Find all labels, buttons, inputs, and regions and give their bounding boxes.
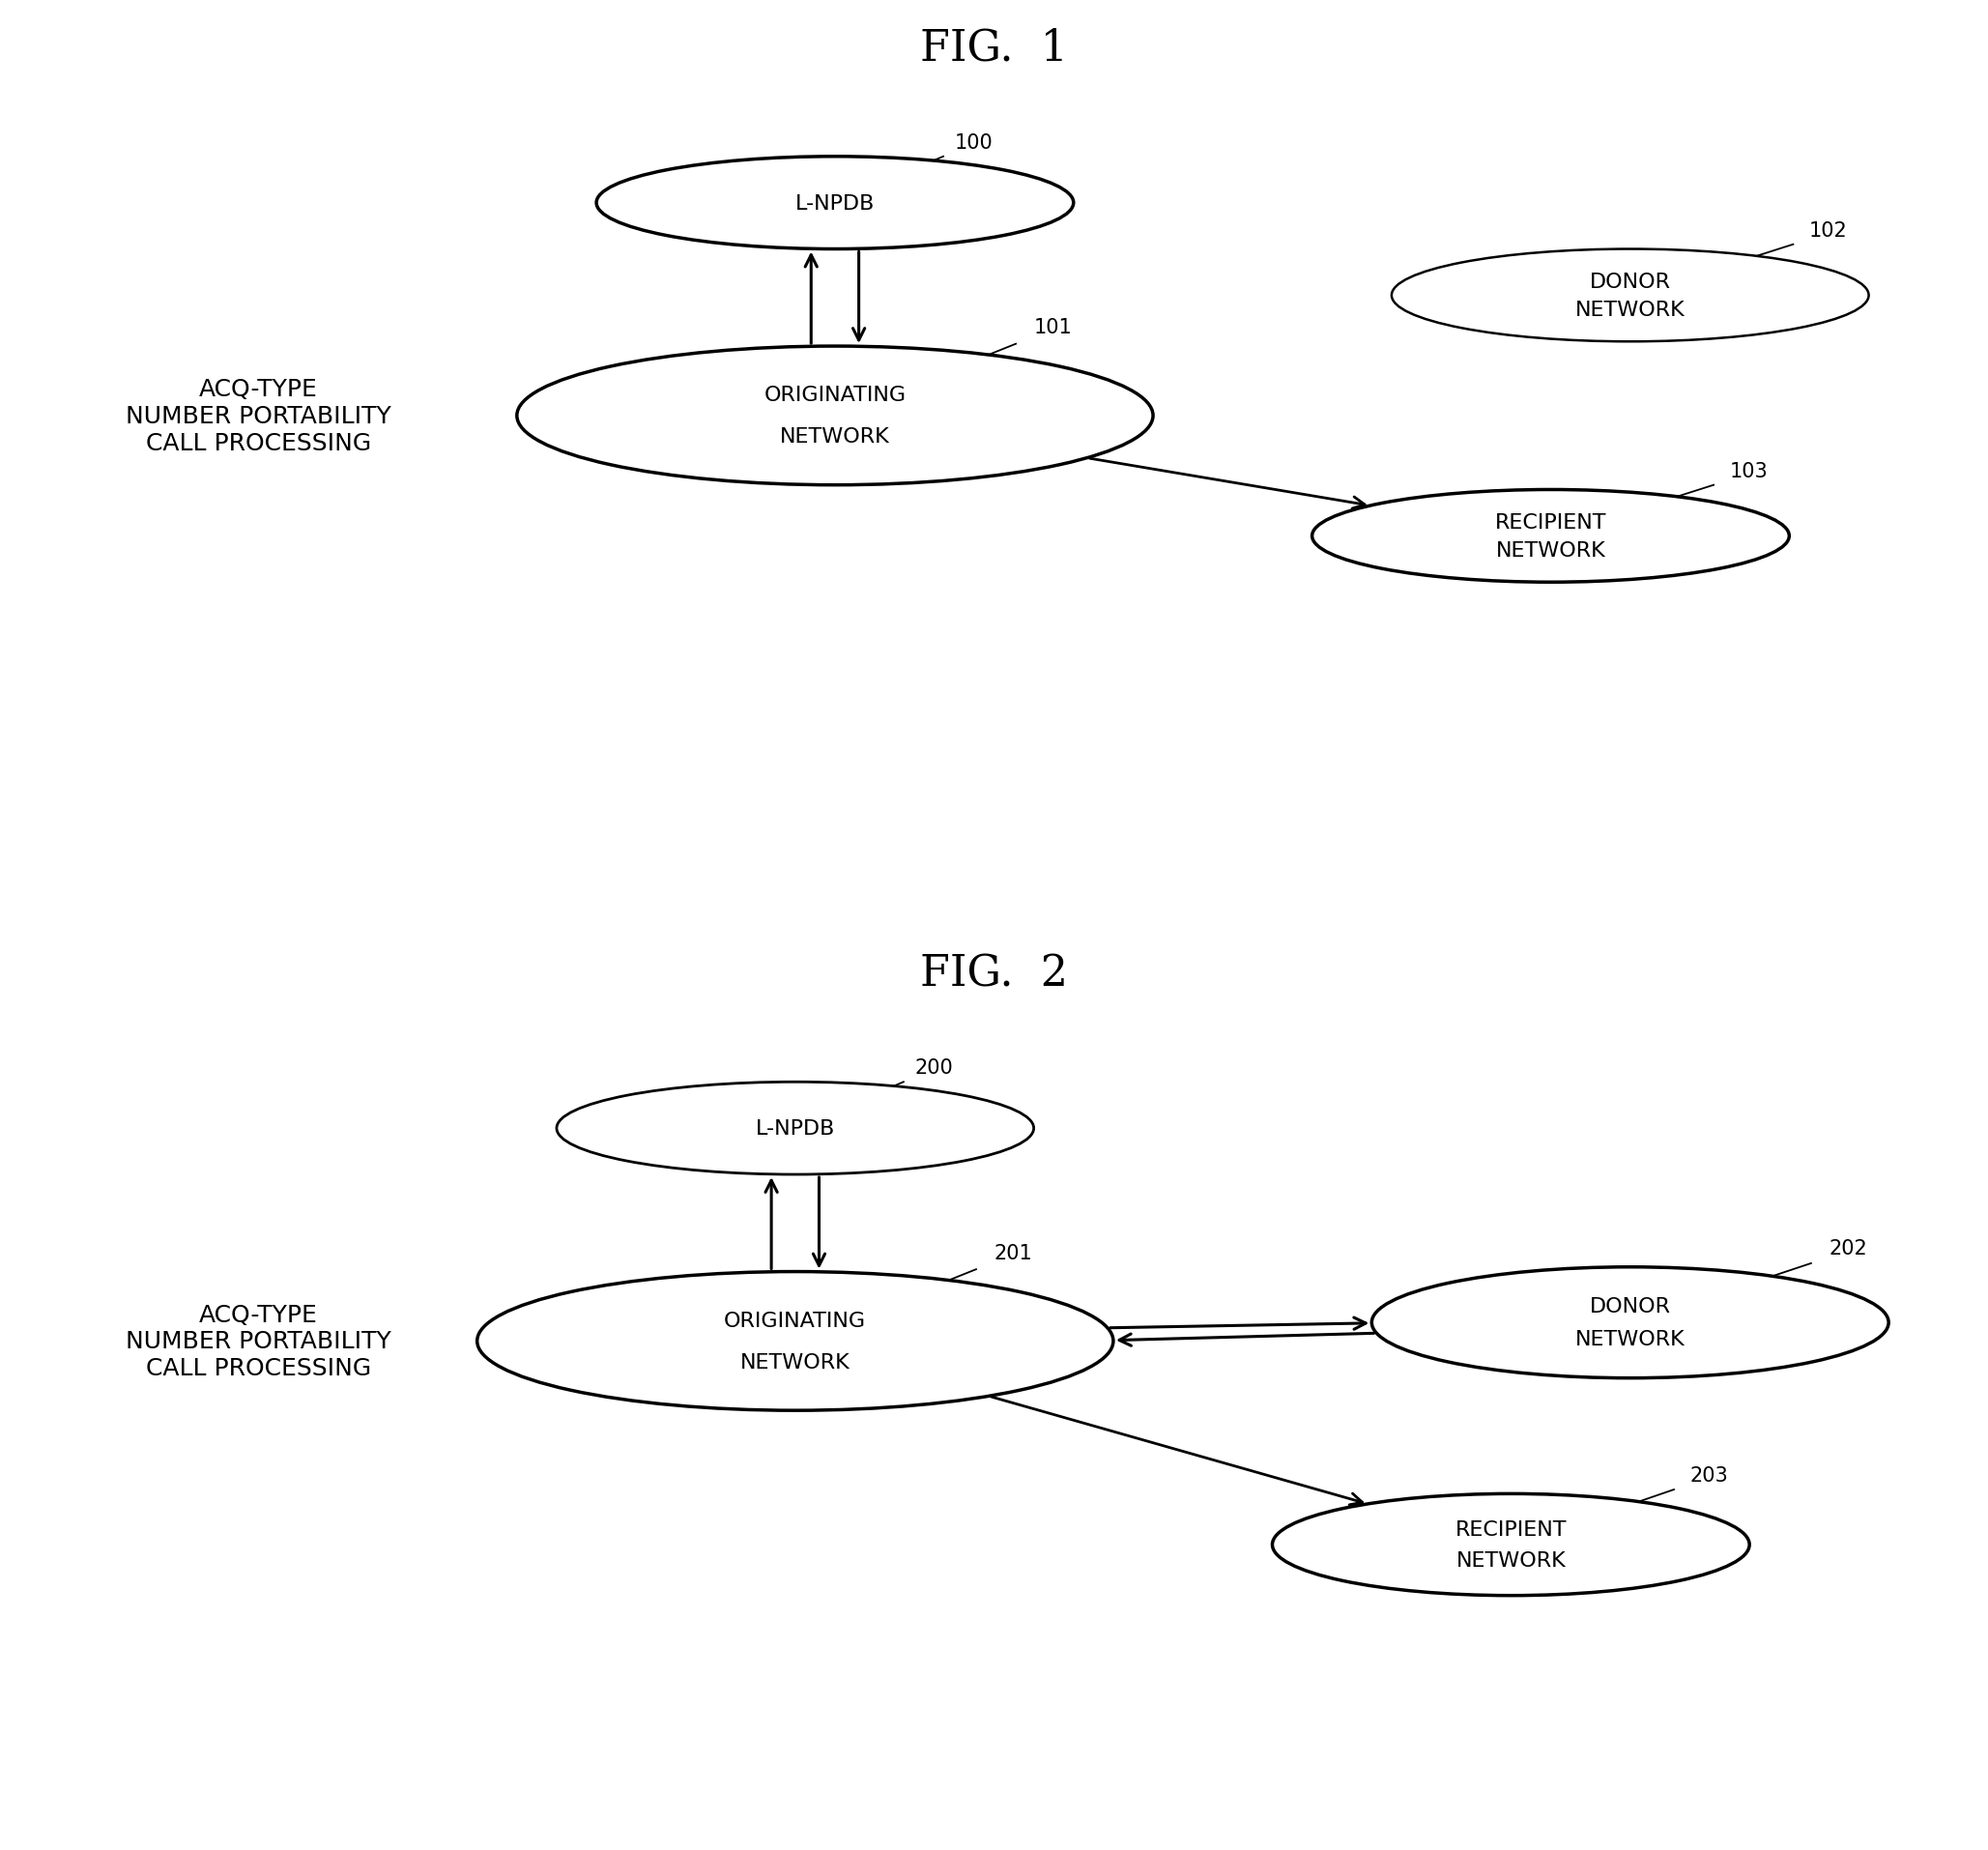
Ellipse shape <box>1392 250 1869 342</box>
Ellipse shape <box>557 1082 1034 1175</box>
Text: NETWORK: NETWORK <box>1495 540 1606 561</box>
Text: L-NPDB: L-NPDB <box>795 194 875 213</box>
Ellipse shape <box>517 346 1153 485</box>
Text: NETWORK: NETWORK <box>1574 1330 1686 1349</box>
Ellipse shape <box>477 1273 1113 1410</box>
Text: ACQ-TYPE
NUMBER PORTABILITY
CALL PROCESSING: ACQ-TYPE NUMBER PORTABILITY CALL PROCESS… <box>125 1302 392 1380</box>
Text: 102: 102 <box>1809 222 1847 240</box>
Text: 201: 201 <box>994 1243 1032 1262</box>
Ellipse shape <box>1272 1493 1749 1595</box>
Text: DONOR: DONOR <box>1590 1297 1670 1315</box>
Text: FIG.  1: FIG. 1 <box>920 28 1068 70</box>
Text: ACQ-TYPE
NUMBER PORTABILITY
CALL PROCESSING: ACQ-TYPE NUMBER PORTABILITY CALL PROCESS… <box>125 377 392 455</box>
Text: NETWORK: NETWORK <box>740 1352 851 1371</box>
Text: 202: 202 <box>1829 1240 1867 1258</box>
Text: ORIGINATING: ORIGINATING <box>763 387 907 405</box>
Text: ORIGINATING: ORIGINATING <box>724 1312 867 1330</box>
Ellipse shape <box>1312 490 1789 583</box>
Text: L-NPDB: L-NPDB <box>755 1119 835 1138</box>
Text: NETWORK: NETWORK <box>779 427 891 446</box>
Text: RECIPIENT: RECIPIENT <box>1495 512 1606 533</box>
Text: DONOR: DONOR <box>1590 272 1670 292</box>
Text: 101: 101 <box>1034 318 1072 337</box>
Text: NETWORK: NETWORK <box>1455 1550 1567 1569</box>
Ellipse shape <box>596 157 1074 250</box>
Text: 200: 200 <box>914 1058 952 1077</box>
Text: RECIPIENT: RECIPIENT <box>1455 1521 1567 1539</box>
Text: 103: 103 <box>1730 462 1767 481</box>
Ellipse shape <box>1372 1267 1889 1378</box>
Text: 203: 203 <box>1690 1465 1728 1484</box>
Text: 100: 100 <box>954 133 992 152</box>
Text: NETWORK: NETWORK <box>1574 300 1686 320</box>
Text: FIG.  2: FIG. 2 <box>920 953 1068 995</box>
